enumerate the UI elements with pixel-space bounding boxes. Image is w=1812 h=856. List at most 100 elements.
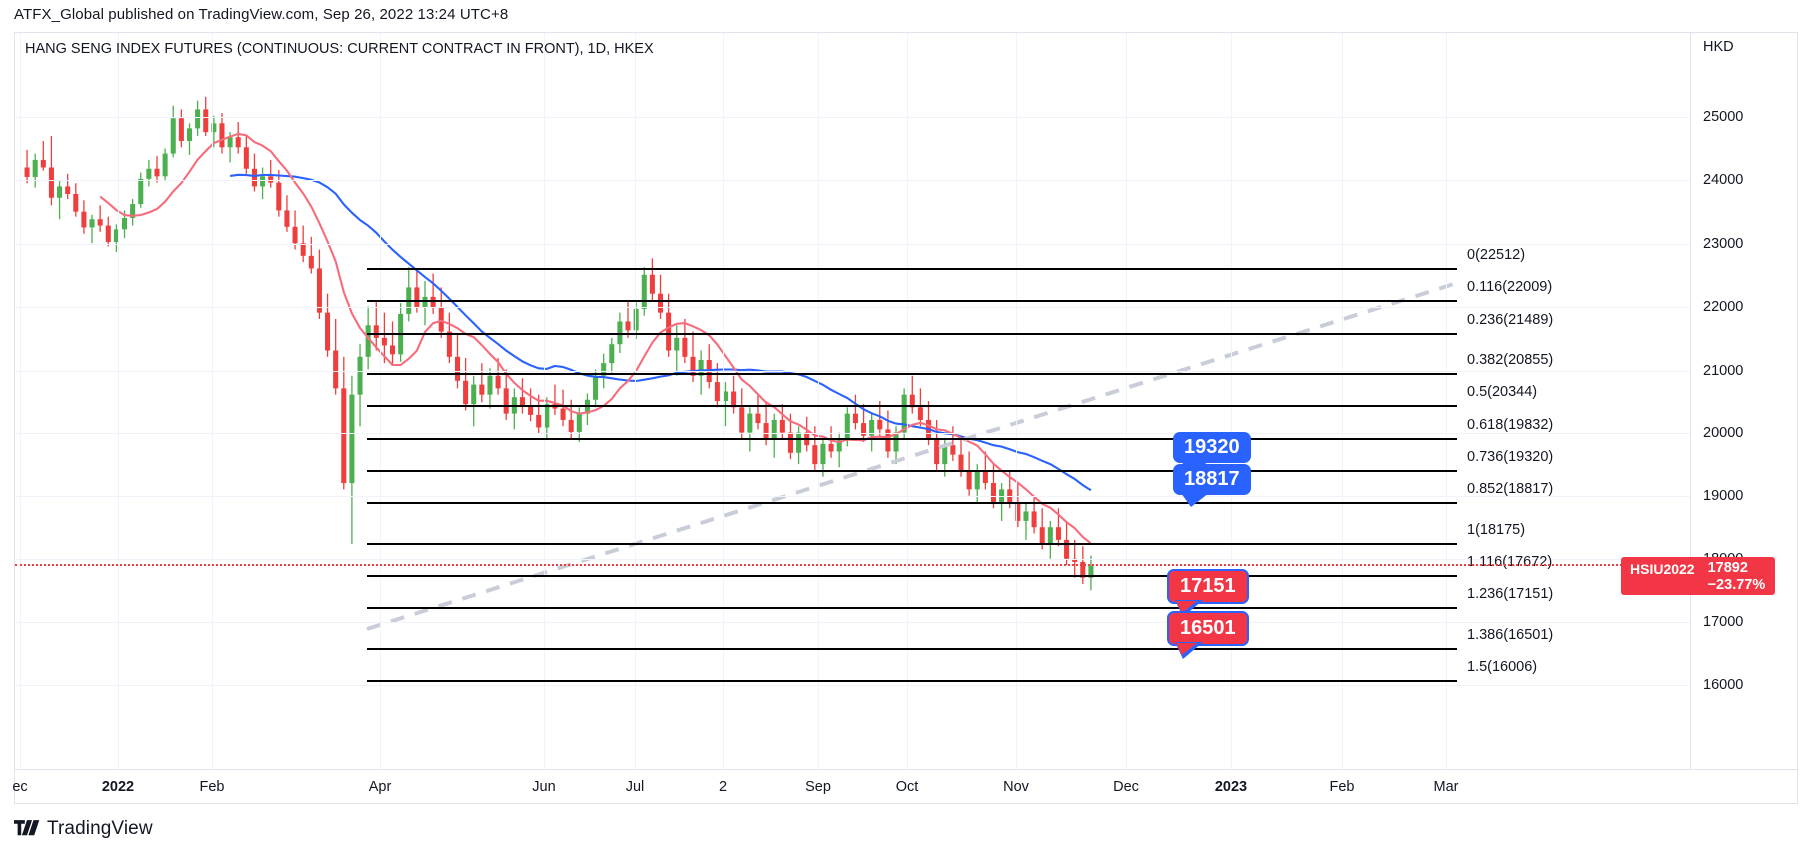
- price-callout[interactable]: 16501: [1167, 611, 1249, 659]
- candle-body: [130, 204, 136, 218]
- fib-level-line[interactable]: [367, 679, 1457, 683]
- candle-body: [690, 356, 696, 376]
- price-axis-tick: 17000: [1703, 614, 1744, 630]
- fib-level-label: 0.5(20344): [1467, 384, 1538, 400]
- time-axis-tick: 2023: [1214, 779, 1248, 795]
- gridline-vertical: [212, 33, 213, 769]
- gridline-vertical: [1126, 33, 1127, 769]
- fib-level-line[interactable]: [367, 606, 1457, 610]
- candle-body: [162, 153, 168, 177]
- candle-body: [633, 308, 639, 331]
- candle-body: [390, 345, 396, 355]
- fib-level-label: 1.386(16501): [1467, 627, 1554, 643]
- price-callout[interactable]: 19320: [1173, 432, 1251, 475]
- fib-level-line[interactable]: [367, 647, 1457, 651]
- fib-level-label: 0.736(19320): [1467, 449, 1554, 465]
- candle-body: [1039, 527, 1045, 543]
- price-axis[interactable]: HKD 25000 24000 23000 22000 21000 20000 19000 1…: [1690, 33, 1797, 769]
- candle-body: [308, 255, 314, 269]
- candle-body: [1064, 539, 1070, 559]
- fib-level-label: 0.618(19832): [1467, 417, 1554, 433]
- time-axis-tick: Oct: [895, 779, 919, 795]
- candle-body: [349, 394, 355, 484]
- gridline-vertical: [907, 33, 908, 769]
- fib-level-line[interactable]: [367, 267, 1457, 271]
- candle-body: [113, 229, 119, 242]
- trendline-dashed[interactable]: [366, 281, 1458, 631]
- price-callout-value: 16501: [1180, 617, 1236, 639]
- gridline-horizontal: [15, 433, 1690, 434]
- time-axis-tick: Feb: [1329, 779, 1355, 795]
- candle-body: [446, 331, 452, 357]
- candle-body: [958, 454, 964, 471]
- price-axis-tick: 25000: [1703, 109, 1744, 125]
- candle-body: [674, 337, 680, 351]
- gridline-horizontal: [15, 307, 1690, 308]
- candle-body: [528, 406, 534, 415]
- candle-body: [869, 419, 875, 436]
- candle-body: [909, 394, 915, 408]
- fib-level-line[interactable]: [367, 542, 1457, 546]
- fib-level-line[interactable]: [367, 372, 1457, 376]
- candle-body: [32, 159, 38, 177]
- gridline-horizontal: [15, 244, 1690, 245]
- candle-body: [65, 186, 71, 194]
- gridline-vertical: [380, 33, 381, 769]
- candle-body: [487, 375, 493, 395]
- candle-body: [658, 293, 664, 313]
- candle-body: [105, 225, 111, 242]
- fib-level-line[interactable]: [367, 437, 1457, 441]
- candle-body: [641, 274, 647, 309]
- chart-plot-area[interactable]: 0(22512) 0.116(22009) 0.236(21489) 0.382(20…: [15, 33, 1690, 769]
- candle-body: [195, 109, 201, 129]
- gridline-vertical: [1016, 33, 1017, 769]
- chart-title: HANG SENG INDEX FUTURES (CONTINUOUS: CUR…: [25, 41, 654, 57]
- fib-level-line[interactable]: [367, 501, 1457, 505]
- price-callout[interactable]: 18817: [1173, 464, 1251, 507]
- current-price-badge[interactable]: HSIU2022 17892 −23.77%: [1621, 557, 1776, 595]
- candle-body: [170, 118, 176, 154]
- price-callout[interactable]: 17151: [1167, 569, 1249, 617]
- candle-body: [828, 443, 834, 452]
- time-axis-tick: Sep: [805, 779, 831, 795]
- fib-level-line[interactable]: [367, 299, 1457, 303]
- candle-body: [560, 408, 566, 420]
- price-axis-tick: 22000: [1703, 299, 1744, 315]
- fib-level-line[interactable]: [367, 574, 1457, 578]
- candle-body: [146, 168, 152, 179]
- candle-body: [284, 210, 290, 227]
- candle-body: [1055, 527, 1061, 540]
- price-badge-last: 17892: [1707, 560, 1748, 576]
- time-axis-tick: Dec: [1113, 779, 1139, 795]
- candle-body: [1047, 527, 1053, 543]
- candle-body: [300, 243, 306, 256]
- candle-body: [81, 211, 87, 228]
- candle-body: [316, 268, 322, 313]
- candle-body: [950, 445, 956, 455]
- publisher-line: ATFX_Global published on TradingView.com…: [14, 6, 509, 23]
- candle-body: [227, 137, 233, 148]
- candle-body: [666, 312, 672, 351]
- candle-body: [714, 382, 720, 401]
- candle-body: [779, 419, 785, 433]
- candle-body: [24, 167, 30, 177]
- candle-body: [495, 375, 501, 389]
- price-axis-tick: 16000: [1703, 677, 1744, 693]
- fib-level-line[interactable]: [367, 332, 1457, 336]
- candle-body: [454, 356, 461, 381]
- candle-body: [934, 438, 940, 465]
- candle-body: [365, 325, 371, 357]
- fib-level-line[interactable]: [367, 469, 1457, 473]
- candle-body: [593, 375, 599, 400]
- time-axis-tick: Jul: [625, 779, 645, 795]
- candle-body: [357, 356, 363, 395]
- candle-body: [852, 413, 858, 424]
- callout-tail-inner-icon: [1176, 601, 1197, 613]
- candle-body: [568, 419, 574, 432]
- candle-body: [544, 404, 550, 428]
- fib-level-line[interactable]: [367, 404, 1457, 408]
- tradingview-logo-icon: [14, 819, 40, 839]
- time-axis[interactable]: ec 2022 Feb Apr Jun Jul 2 Sep Oct Nov Dec 2023 Feb Ma…: [12, 769, 1797, 803]
- candle-body: [1015, 501, 1021, 521]
